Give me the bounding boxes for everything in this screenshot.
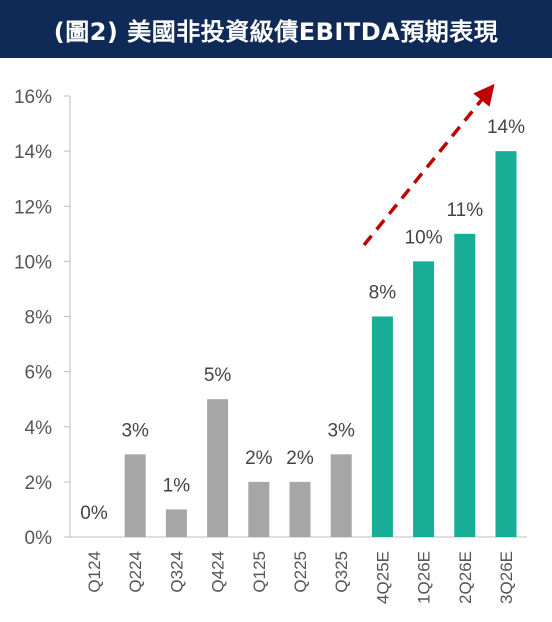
bar <box>371 316 393 537</box>
x-tick-label: Q225 <box>291 551 310 593</box>
bar <box>207 399 229 537</box>
y-tick-label: 16% <box>14 87 52 108</box>
x-tick-label: Q325 <box>332 551 351 593</box>
x-tick-label: 3Q26E <box>497 551 516 604</box>
bar <box>248 481 270 537</box>
bar <box>495 151 517 537</box>
x-tick-label: Q224 <box>126 551 145 593</box>
data-label: 8% <box>369 283 397 304</box>
x-tick-label: 1Q26E <box>415 551 434 604</box>
y-tick-label: 8% <box>25 308 53 329</box>
data-label: 0% <box>80 503 108 524</box>
bar <box>330 454 352 537</box>
bar <box>289 481 311 537</box>
x-tick-label: Q124 <box>85 551 104 593</box>
y-tick-label: 2% <box>25 473 53 494</box>
x-tick-label: Q125 <box>250 551 269 593</box>
y-tick-label: 4% <box>25 418 53 439</box>
data-label: 11% <box>446 200 483 221</box>
bar <box>124 454 146 537</box>
y-tick-label: 6% <box>25 363 53 384</box>
bar <box>454 233 476 537</box>
x-tick-label: 4Q25E <box>373 551 392 604</box>
y-tick-label: 10% <box>14 252 52 273</box>
y-tick-label: 0% <box>25 528 53 549</box>
data-label: 14% <box>487 117 525 138</box>
data-label: 10% <box>405 227 443 248</box>
bar <box>165 509 187 537</box>
x-tick-label: Q424 <box>209 551 228 593</box>
data-label: 3% <box>327 420 355 441</box>
x-tick-label: Q324 <box>167 551 186 593</box>
y-tick-label: 14% <box>14 142 52 163</box>
y-tick-label: 12% <box>14 197 52 218</box>
chart-title: (圖2) 美國非投資級債EBITDA預期表現 <box>53 17 499 46</box>
trend-arrow <box>362 83 495 247</box>
data-label: 5% <box>204 365 232 386</box>
title-bar: (圖2) 美國非投資級債EBITDA預期表現 <box>0 0 552 58</box>
data-label: 3% <box>121 420 149 441</box>
data-label: 1% <box>163 475 191 496</box>
x-tick-label: 2Q26E <box>456 551 475 604</box>
bar <box>413 261 435 537</box>
data-label: 2% <box>286 448 314 469</box>
data-label: 2% <box>245 448 273 469</box>
